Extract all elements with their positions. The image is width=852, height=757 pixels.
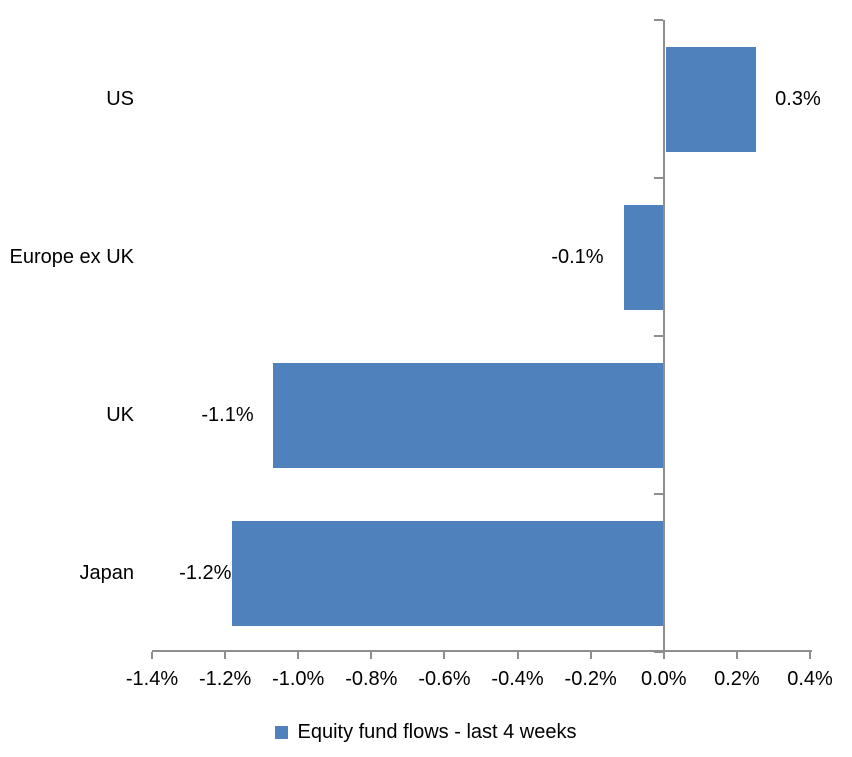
y-axis-tick [653, 335, 663, 337]
bar-uk [272, 362, 663, 468]
x-axis-tick [370, 652, 373, 659]
data-label-us: 0.3% [775, 88, 821, 110]
x-axis-tick-label: 0.4% [787, 668, 833, 690]
x-axis-tick-label: -0.2% [564, 668, 617, 690]
category-label-us: US [106, 88, 134, 110]
data-label-uk: -1.1% [201, 404, 254, 426]
y-axis-tick [653, 651, 663, 653]
x-axis-tick-label: -1.2% [198, 668, 252, 690]
x-axis-tick [589, 652, 592, 659]
x-axis-tick-label: -0.6% [418, 668, 471, 690]
x-axis-tick-label: -1.4% [125, 668, 179, 690]
x-axis-tick-label: -0.4% [491, 668, 544, 690]
y-axis-tick [653, 177, 663, 179]
x-axis-tick [809, 652, 811, 659]
bar-europe-ex-uk [623, 204, 663, 310]
value-axis-line [152, 650, 812, 652]
x-axis-tick [735, 652, 738, 659]
category-label-japan: Japan [79, 562, 135, 584]
category-label-europe-ex-uk: Europe ex UK [9, 246, 134, 268]
y-axis-tick [653, 493, 663, 495]
x-axis-tick [151, 652, 153, 659]
data-label-japan: -1.2% [179, 562, 232, 584]
x-axis-tick-label: -0.8% [345, 668, 398, 690]
y-axis-tick [653, 19, 663, 21]
legend: Equity fund flows - last 4 weeks [0, 719, 852, 745]
bar-japan [232, 520, 663, 626]
category-label-uk: UK [106, 404, 134, 426]
x-axis-tick-label: 0.2% [714, 668, 760, 690]
x-axis-tick [662, 652, 665, 659]
category-axis-line [662, 20, 665, 652]
legend-label: Equity fund flows - last 4 weeks [297, 720, 577, 743]
x-axis-tick-label: 0.0% [640, 668, 687, 690]
legend-swatch-icon [275, 725, 289, 739]
bar-us [665, 46, 757, 152]
x-axis-tick [443, 652, 446, 659]
x-axis-tick [297, 652, 300, 659]
x-axis-tick-label: -1.0% [272, 668, 325, 690]
data-label-europe-ex-uk: -0.1% [551, 246, 604, 268]
x-axis-tick [224, 652, 227, 659]
x-axis-tick [516, 652, 519, 659]
